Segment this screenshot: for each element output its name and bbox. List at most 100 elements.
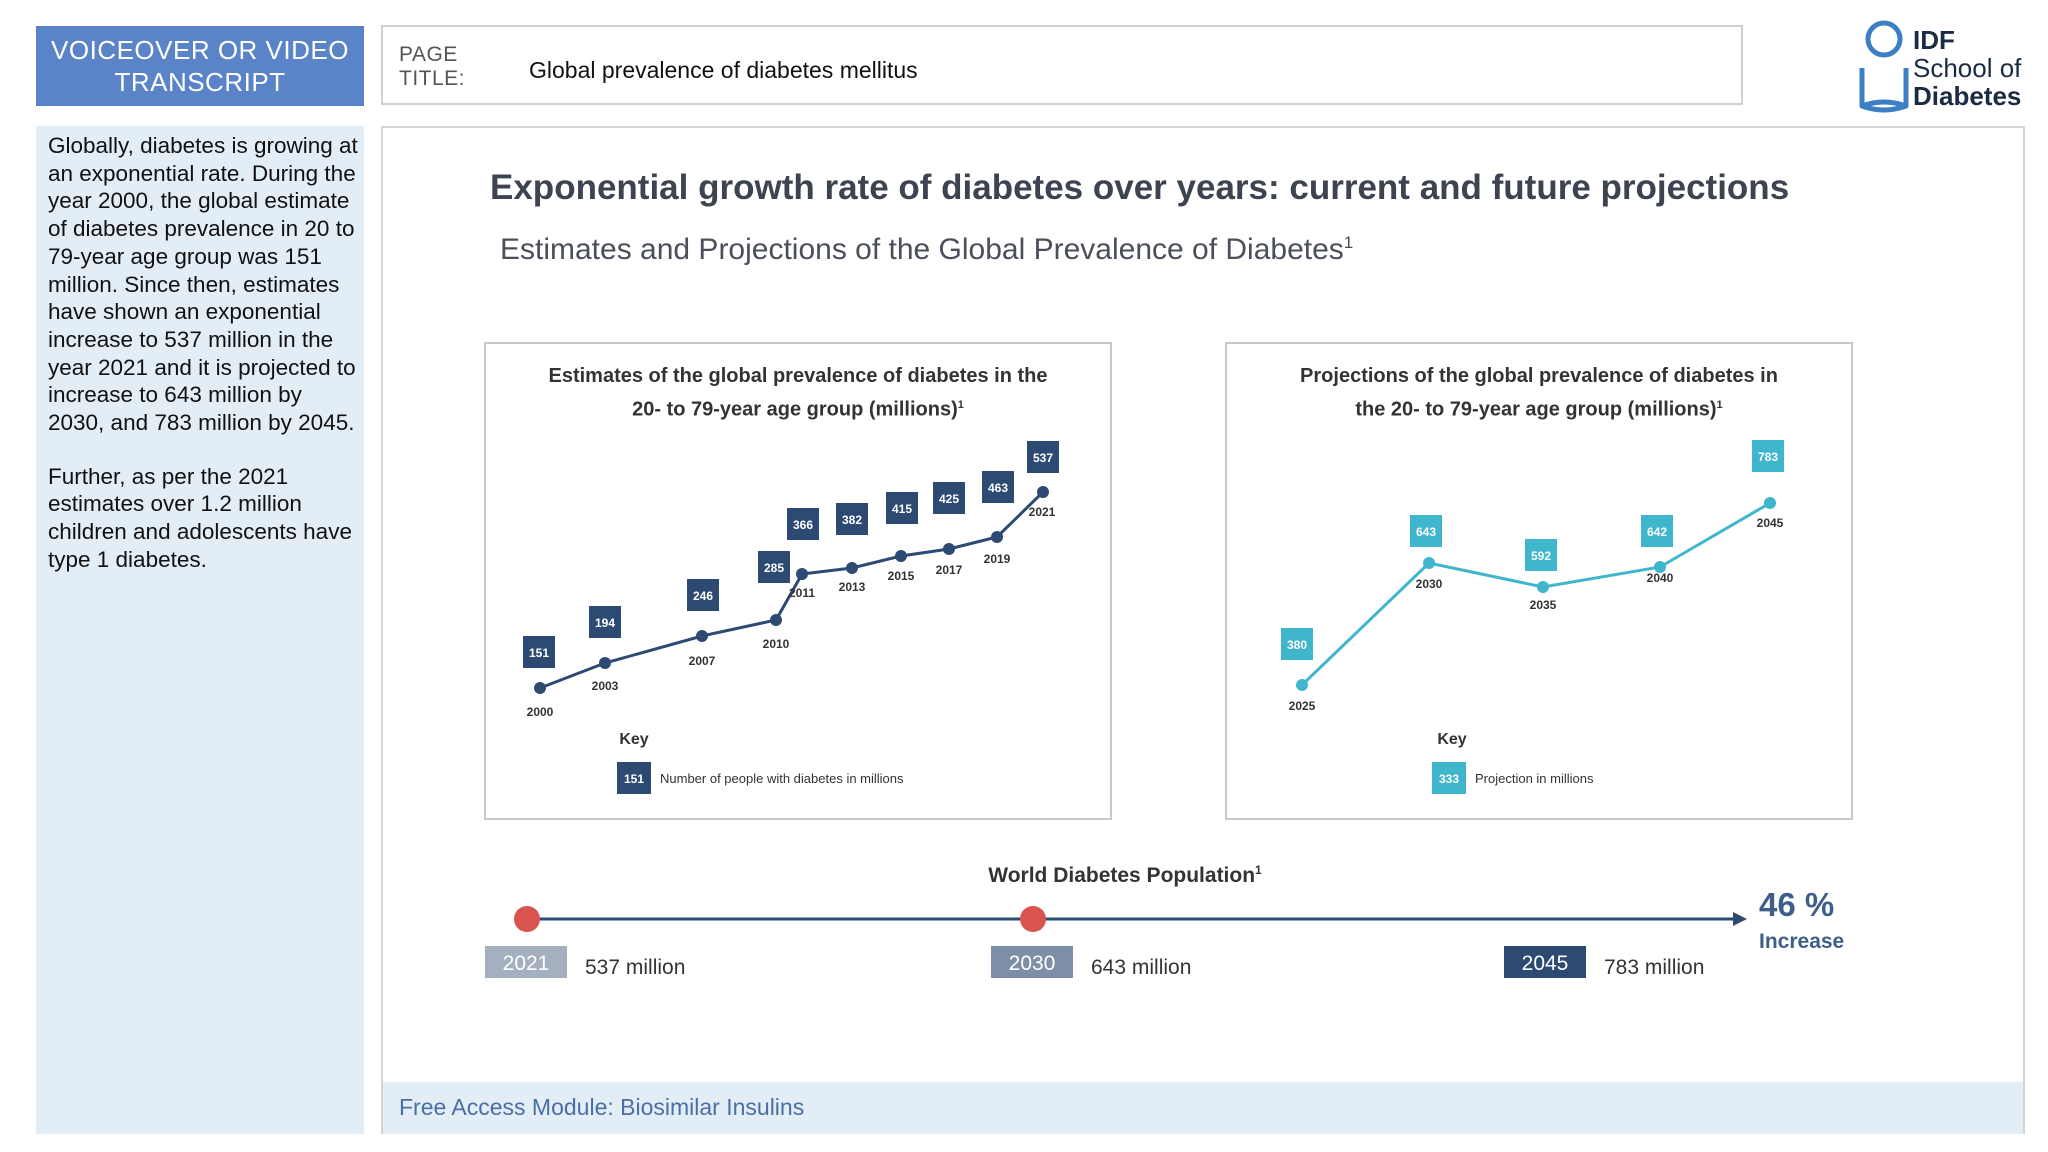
page-title: Global prevalence of diabetes mellitus: [529, 57, 918, 83]
proj-x-label-2045: 2045: [1757, 516, 1784, 530]
est-data-label-2013: 382: [842, 513, 862, 527]
est-point-2010: [770, 614, 782, 626]
proj-data-label-2025: 380: [1287, 638, 1307, 652]
proj-key-swatch: [1432, 762, 1466, 794]
timeline-dot-2030: [1020, 906, 1046, 932]
transcript-text: Globally, diabetes is growing at an expo…: [48, 132, 358, 600]
value-2030: 643 million: [1091, 956, 1191, 979]
voiceover-header: VOICEOVER OR VIDEO TRANSCRIPT: [36, 26, 364, 106]
increase-label: Increase: [1759, 930, 1844, 953]
est-label-box-2007: [687, 579, 719, 611]
est-point-2013: [846, 562, 858, 574]
est-x-label-2013: 2013: [839, 580, 866, 594]
est-x-label-2000: 2000: [527, 705, 554, 719]
transcript-panel: Globally, diabetes is growing at an expo…: [36, 126, 364, 1134]
projections-chart-svg: 380 2025 643 2030 592 2035 642 2040 783 2045 Key 33…: [1281, 440, 1784, 794]
year-tag-2021: [485, 946, 567, 978]
logo-line3: Diabetes: [1913, 81, 2022, 111]
projections-chart: Projections of the global prevalence of …: [1225, 342, 1853, 820]
page-title-label: PAGE TITLE:: [399, 43, 465, 91]
world-title-sup: 1: [1255, 863, 1262, 877]
page-label-line1: PAGE: [399, 43, 458, 66]
proj-point-2025: [1296, 679, 1308, 691]
estimates-chart-svg: 151 2000 194 2003 246 2007 285 2010 366 2011 382 20…: [523, 441, 1059, 794]
est-point-2000: [534, 682, 546, 694]
proj-label-box-2045: [1752, 440, 1784, 472]
est-data-label-2017: 425: [939, 492, 959, 506]
timeline-dot-2021: [514, 906, 540, 932]
slide-subtitle-sup: 1: [1343, 233, 1354, 252]
slide-subtitle: Estimates and Projections of the Global …: [500, 233, 1353, 267]
est-key-label: Number of people with diabetes in millio…: [660, 771, 904, 786]
slide-area: Exponential growth rate of diabetes over…: [381, 126, 2025, 1134]
year-tag-2021-label: 2021: [503, 952, 550, 975]
est-data-label-2021: 537: [1033, 451, 1053, 465]
est-point-2007: [696, 630, 708, 642]
est-point-2017: [943, 543, 955, 555]
est-data-label-2015: 415: [892, 502, 912, 516]
est-x-label-2003: 2003: [592, 679, 619, 693]
est-label-box-2011: [787, 508, 819, 540]
estimates-title-line1: Estimates of the global prevalence of di…: [548, 365, 1048, 387]
est-label-box-2019: [982, 471, 1014, 503]
world-population-timeline: World Diabetes Population1 2021 537 mill…: [485, 863, 1844, 979]
est-x-label-2021: 2021: [1029, 505, 1056, 519]
est-x-label-2015: 2015: [888, 569, 915, 583]
proj-key-sample: 333: [1439, 772, 1459, 786]
est-data-label-2007: 246: [693, 589, 713, 603]
est-x-label-2011: 2011: [789, 586, 815, 600]
proj-label-box-2040: [1641, 515, 1673, 547]
estimates-chart-title: Estimates of the global prevalence of di…: [486, 362, 1110, 425]
proj-key-label: Projection in millions: [1475, 771, 1594, 786]
est-x-label-2019: 2019: [984, 552, 1011, 566]
est-key-title: Key: [619, 731, 648, 748]
est-key-swatch: [617, 762, 651, 794]
est-data-label-2000: 151: [529, 646, 549, 660]
footer-text: Free Access Module: Biosimilar Insulins: [399, 1094, 805, 1120]
world-title: World Diabetes Population1: [988, 863, 1262, 887]
proj-data-label-2030: 643: [1416, 525, 1436, 539]
transcript-paragraph-1: Globally, diabetes is growing at an expo…: [48, 133, 358, 436]
estimates-title-sup: 1: [957, 399, 964, 411]
proj-x-label-2040: 2040: [1647, 571, 1674, 585]
estimates-title-line2: 20- to 79-year age group (millions): [632, 398, 958, 421]
logo-line2: School of: [1913, 53, 2022, 83]
est-point-2011: [796, 568, 808, 580]
est-x-label-2017: 2017: [936, 563, 963, 577]
projections-title-sup: 1: [1716, 399, 1723, 411]
year-tag-2045: [1504, 946, 1586, 978]
est-x-label-2007: 2007: [689, 654, 716, 668]
projections-title-line1: Projections of the global prevalence of …: [1300, 365, 1778, 387]
proj-x-label-2035: 2035: [1530, 598, 1557, 612]
year-tag-2045-label: 2045: [1522, 952, 1569, 975]
est-point-2019: [991, 531, 1003, 543]
est-label-box-2015: [886, 492, 918, 524]
proj-key-title: Key: [1437, 731, 1466, 748]
page-title-box: PAGE TITLE: Global prevalence of diabete…: [381, 25, 1743, 105]
projections-title-line2: the 20- to 79-year age group (millions): [1355, 398, 1717, 421]
estimates-chart: Estimates of the global prevalence of di…: [484, 342, 1112, 820]
proj-data-label-2040: 642: [1647, 525, 1667, 539]
proj-x-label-2025: 2025: [1289, 699, 1316, 713]
slide-subtitle-text: Estimates and Projections of the Global …: [500, 233, 1344, 266]
proj-data-label-2045: 783: [1758, 450, 1778, 464]
value-2021: 537 million: [585, 956, 685, 979]
proj-label-box-2030: [1410, 515, 1442, 547]
est-label-box-2017: [933, 482, 965, 514]
est-point-2003: [599, 657, 611, 669]
transcript-paragraph-2: Further, as per the 2021 estimates over …: [48, 463, 352, 572]
est-point-2021: [1037, 486, 1049, 498]
proj-label-box-2025: [1281, 628, 1313, 660]
est-series-line: [539, 490, 1045, 690]
voiceover-header-line2: TRANSCRIPT: [114, 67, 286, 97]
slide-title: Exponential growth rate of diabetes over…: [490, 168, 1790, 207]
proj-point-2030: [1423, 557, 1435, 569]
est-data-label-2010: 285: [764, 561, 784, 575]
est-data-label-2011: 366: [793, 518, 813, 532]
est-data-label-2019: 463: [988, 481, 1008, 495]
est-label-box-2003: [589, 606, 621, 638]
projections-chart-title: Projections of the global prevalence of …: [1227, 362, 1851, 425]
logo-line1: IDF: [1913, 25, 1955, 55]
idf-logo: IDF School of Diabetes: [1858, 18, 2028, 114]
year-tag-2030: [991, 946, 1073, 978]
